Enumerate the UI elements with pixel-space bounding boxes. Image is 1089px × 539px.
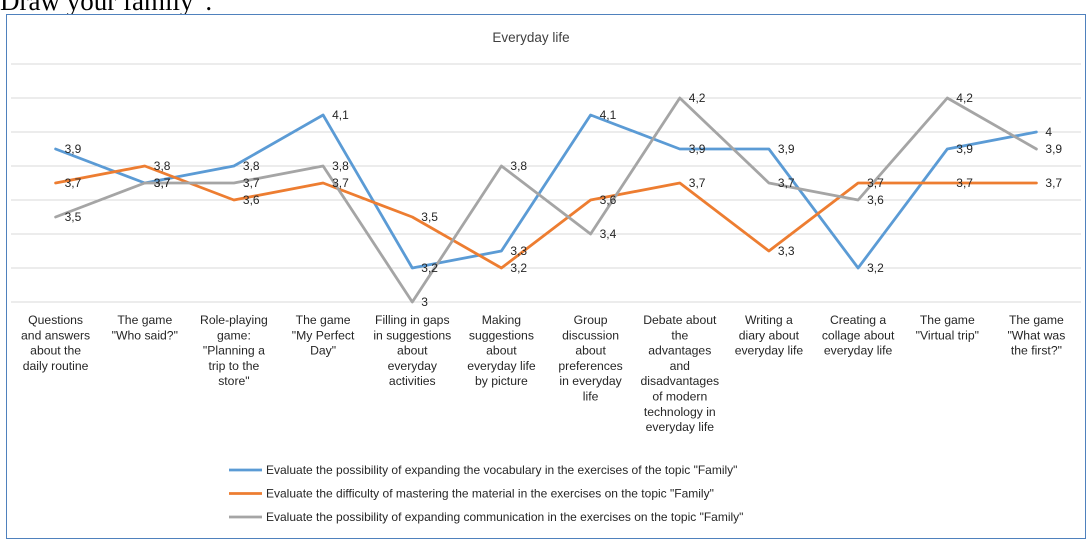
series-line-1	[54, 113, 1038, 270]
data-label-s2-1: 3,7	[65, 176, 82, 190]
legend-label-1: Evaluate the possibility of expanding th…	[266, 463, 737, 477]
category-label-1: Questions and answers about the daily routi…	[21, 313, 90, 373]
data-label-s3-10: 3,6	[867, 193, 884, 207]
data-label-s3-11: 4,2	[956, 91, 973, 105]
data-label-s1-6: 3,3	[510, 244, 527, 258]
line-chart: Everyday life 3,93,73,84,13,23,34,13,9 3,…	[11, 30, 1081, 524]
series-lines	[54, 96, 1038, 304]
data-label-s1-8: 3,9	[689, 142, 706, 156]
data-label-s3-1: 3,5	[65, 210, 82, 224]
data-label-s2-4: 3,7	[332, 176, 349, 190]
data-label-s3-7: 3,4	[600, 227, 617, 241]
data-label-s1-4: 4,1	[332, 108, 349, 122]
category-label-8: Debate about the advantages and disadvantage…	[640, 313, 719, 434]
data-label-s1-1: 3,9	[65, 142, 82, 156]
category-label-12: The game "What was the first?"	[1007, 313, 1065, 358]
category-label-9: Writing a diary about everyday life	[735, 313, 804, 358]
category-label-6: Making suggestions about everyday life by pi…	[467, 313, 536, 388]
legend: Evaluate the possibility of expanding th…	[229, 463, 743, 524]
data-label-s3-4: 3,8	[332, 159, 349, 173]
category-label-10: Creating a collage about everyday life	[822, 313, 895, 358]
category-label-7: Group discussion about preferences in everyd…	[558, 313, 622, 404]
category-label-2: The game "Who said?"	[112, 313, 178, 342]
data-label-s2-9: 3,3	[778, 244, 795, 258]
data-label-s3-8: 4,2	[689, 91, 706, 105]
data-label-s1-5: 3,2	[421, 261, 438, 275]
data-label-s2-6: 3,2	[510, 261, 527, 275]
data-label-s2-5: 3,5	[421, 210, 438, 224]
data-label-s2-10: 3,7	[867, 176, 884, 190]
data-label-s3-12: 3,9	[1045, 142, 1062, 156]
data-label-s1-12: 4	[1045, 125, 1052, 139]
category-label-4: The game "My Perfect Day"	[292, 313, 355, 358]
legend-label-3: Evaluate the possibility of expanding co…	[266, 510, 743, 524]
data-label-s1-9: 3,9	[778, 142, 795, 156]
data-label-s1-7: 4,1	[600, 108, 617, 122]
data-label-s3-5: 3	[421, 295, 428, 309]
chart-title: Everyday life	[492, 30, 569, 45]
data-label-s2-11: 3,7	[956, 176, 973, 190]
data-label-s3-3: 3,7	[243, 176, 260, 190]
document-text: Draw your family”.	[0, 0, 213, 16]
data-label-s2-12: 3,7	[1045, 176, 1062, 190]
data-label-s2-3: 3,6	[243, 193, 260, 207]
data-label-s1-11: 3,9	[956, 142, 973, 156]
category-label-3: Role-playing game: "Planning a trip to the s…	[200, 313, 268, 388]
category-label-5: Filling in gaps in suggestions about everyd…	[373, 313, 451, 388]
x-axis-category-labels: Questions and answers about the daily routi…	[21, 313, 1065, 434]
data-label-s3-9: 3,7	[778, 176, 795, 190]
category-label-11: The game "Virtual trip"	[916, 313, 979, 342]
data-label-s3-6: 3,8	[510, 159, 527, 173]
data-label-s2-7: 3,6	[600, 193, 617, 207]
data-label-s2-8: 3,7	[689, 176, 706, 190]
series-line-3	[54, 96, 1038, 304]
chart-frame: Everyday life 3,9 3,7 3,8 4,1 3,2 3,3 4,1 3,9 3,…	[6, 14, 1086, 539]
data-label-s1-10: 3,2	[867, 261, 884, 275]
data-labels: 3,9 3,7 3,8 4,1 3,2 3,3 4,1 3,9 3,9 3,2 3,9 4 3,7 3,8…	[65, 91, 1063, 309]
data-label-s1-3: 3,8	[243, 159, 260, 173]
data-label-s1-2: 3,7	[154, 176, 171, 190]
data-label-s2-2: 3,8	[154, 159, 171, 173]
data-label-s3-2: 3,7	[154, 176, 171, 190]
legend-label-2: Evaluate the difficulty of mastering the…	[266, 487, 714, 501]
